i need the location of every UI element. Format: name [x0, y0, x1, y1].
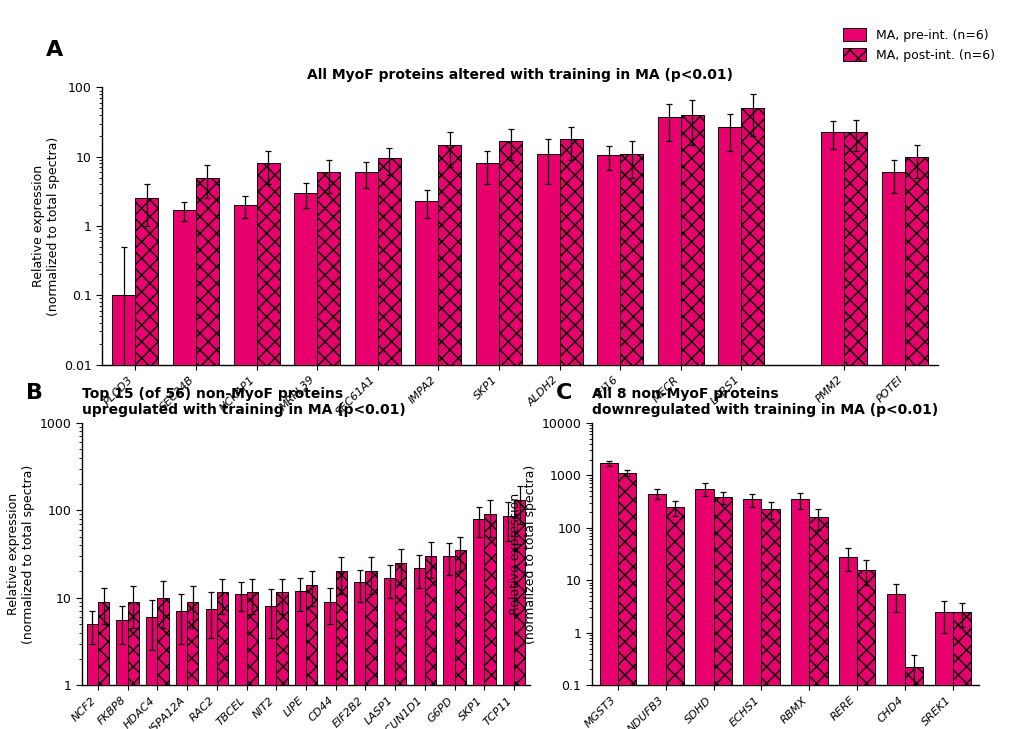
Bar — [383, 577, 394, 729]
Bar — [276, 593, 287, 729]
Y-axis label: Relative expression
(normalized to total spectra): Relative expression (normalized to total… — [508, 464, 537, 644]
Bar — [415, 201, 438, 729]
Bar — [904, 667, 922, 729]
Bar — [933, 612, 952, 729]
Bar — [596, 155, 620, 729]
Bar — [377, 158, 400, 729]
Bar — [235, 594, 247, 729]
Bar — [186, 601, 199, 729]
Bar — [476, 163, 498, 729]
Bar — [713, 497, 731, 729]
Bar — [173, 210, 196, 729]
Bar — [413, 568, 425, 729]
Bar — [844, 132, 866, 729]
Bar — [425, 556, 436, 729]
Bar — [454, 550, 466, 729]
Bar — [881, 172, 904, 729]
Text: A: A — [46, 40, 63, 60]
Bar — [473, 519, 484, 729]
Bar — [257, 163, 279, 729]
Bar — [87, 624, 98, 729]
Bar — [365, 572, 376, 729]
Bar — [839, 557, 856, 729]
Bar — [514, 500, 525, 729]
Bar — [335, 572, 346, 729]
Bar — [306, 585, 317, 729]
Bar — [175, 612, 186, 729]
Bar — [438, 144, 461, 729]
Bar — [157, 598, 168, 729]
Bar — [904, 157, 927, 729]
Bar — [559, 139, 582, 729]
Bar — [394, 563, 406, 729]
Bar — [618, 473, 636, 729]
Bar — [136, 198, 158, 729]
Bar — [665, 507, 684, 729]
Bar — [695, 489, 713, 729]
Bar — [952, 612, 970, 729]
Bar — [886, 594, 904, 729]
Text: Top 15 (of 56) non-MyoF proteins
upregulated with training in MA (p<0.01): Top 15 (of 56) non-MyoF proteins upregul… — [82, 387, 405, 418]
Bar — [743, 499, 761, 729]
Y-axis label: Relative expression
(normalized to total spectra): Relative expression (normalized to total… — [32, 136, 59, 316]
Title: All MyoF proteins altered with training in MA (p<0.01): All MyoF proteins altered with training … — [307, 68, 733, 82]
Bar — [294, 590, 306, 729]
Bar — [856, 569, 874, 729]
Bar — [293, 193, 317, 729]
Text: All 8 non-MyoF proteins
downregulated with training in MA (p<0.01): All 8 non-MyoF proteins downregulated wi… — [591, 387, 936, 418]
Bar — [116, 620, 127, 729]
Bar — [112, 295, 136, 729]
Bar — [317, 172, 340, 729]
Bar — [443, 556, 454, 729]
Bar — [536, 154, 559, 729]
Bar — [354, 582, 365, 729]
Bar — [206, 609, 217, 729]
Text: B: B — [25, 383, 43, 402]
Bar — [98, 601, 109, 729]
Bar — [820, 132, 844, 729]
Bar — [620, 154, 643, 729]
Bar — [599, 463, 618, 729]
Bar — [808, 517, 826, 729]
Bar — [146, 617, 157, 729]
Bar — [233, 205, 257, 729]
Bar — [355, 172, 377, 729]
Bar — [484, 514, 495, 729]
Bar — [324, 601, 335, 729]
Bar — [502, 516, 514, 729]
Bar — [196, 178, 219, 729]
Bar — [657, 117, 680, 729]
Bar — [217, 593, 228, 729]
Bar — [247, 593, 258, 729]
Bar — [741, 109, 763, 729]
Bar — [791, 499, 808, 729]
Bar — [498, 141, 522, 729]
Bar — [127, 601, 139, 729]
Bar — [647, 494, 665, 729]
Legend: MA, pre-int. (n=6), MA, post-int. (n=6): MA, pre-int. (n=6), MA, post-int. (n=6) — [839, 25, 998, 66]
Bar — [680, 115, 703, 729]
Text: C: C — [555, 383, 572, 402]
Y-axis label: Relative expression
(normalized to total spectra): Relative expression (normalized to total… — [7, 464, 35, 644]
Bar — [265, 607, 276, 729]
Bar — [717, 127, 741, 729]
Bar — [761, 509, 779, 729]
